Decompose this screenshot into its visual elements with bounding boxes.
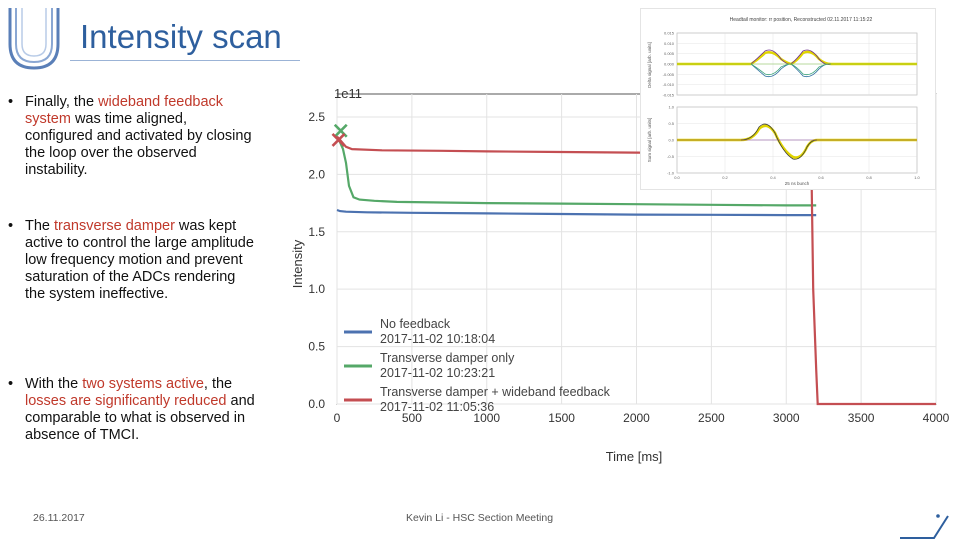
- y-tick-label: 2.5: [308, 110, 325, 124]
- inset-bottom-ylabel: Sum signal [arb. units]: [647, 118, 652, 163]
- x-tick-label: 500: [402, 411, 422, 425]
- inset-bottom-tick: 0.5: [668, 121, 674, 126]
- bullet-dot: •: [8, 218, 14, 234]
- inset-top-tick: 0.015: [664, 31, 675, 36]
- inset-top-tick: 0.005: [664, 51, 675, 56]
- bullet-segment: was kept active to control the large amp…: [25, 218, 254, 302]
- x-tick-label: 1000: [473, 411, 500, 425]
- inset-bottom-tick: -1.0: [667, 171, 675, 176]
- inset-top-tick: -0.015: [663, 93, 675, 98]
- bullet-item: • Finally, the wideband feedback system w…: [8, 94, 258, 179]
- inset-title: Headtail monitor: rr position, Reconstru…: [730, 17, 873, 23]
- bullet-segment: and comparable to what is observed in ab…: [25, 393, 255, 443]
- series-line-2: [336, 136, 817, 207]
- x-tick-label: 3500: [848, 411, 875, 425]
- bullet-text: The transverse damper was kept active to…: [25, 218, 258, 303]
- y-tick-label: 0.0: [308, 397, 325, 411]
- bullet-dot: •: [8, 376, 14, 392]
- highlight-text: two systems active: [82, 376, 204, 392]
- bullet-segment: was time aligned, configured and activat…: [25, 111, 252, 178]
- footer-date: 26.11.2017: [33, 512, 85, 524]
- bullet-segment: , the: [203, 376, 233, 392]
- inset-top-traces: [677, 49, 917, 78]
- bullet-segment: With the: [25, 376, 83, 392]
- y-tick-label: 2.0: [308, 167, 325, 181]
- highlight-text: wideband feedback system: [25, 94, 224, 127]
- y-tick-label: 0.5: [308, 340, 325, 354]
- bullet-text: Finally, the wideband feedback system wa…: [25, 94, 258, 179]
- cross-marker: [331, 133, 346, 147]
- inset-bottom-xtick: 0.6: [818, 175, 824, 180]
- bullet-dot: •: [8, 94, 14, 110]
- inset-bottom-tick: -0.5: [667, 154, 675, 159]
- x-tick-label: 2000: [623, 411, 650, 425]
- page-title: Intensity scan: [80, 18, 282, 55]
- inset-top-tick: -0.005: [663, 72, 675, 77]
- y-tick-label: 1.5: [308, 225, 325, 239]
- inset-top-tick: -0.010: [663, 82, 675, 87]
- inset-bottom-xtick: 0.8: [866, 175, 872, 180]
- inset-bottom-xtick: 0.2: [722, 175, 728, 180]
- legend-entry: 2017-11-02 10:23:21: [380, 366, 495, 380]
- inset-bottom-xtick: 0.0: [674, 175, 680, 180]
- legend-entry: No feedback: [380, 317, 451, 331]
- x-tick-label: 3000: [773, 411, 800, 425]
- y-axis-label: Intensity: [290, 239, 305, 288]
- bullet-text: With the two systems active, the losses …: [25, 376, 258, 444]
- legend-entry: Transverse damper + wideband feedback: [380, 385, 611, 399]
- inset-bottom-traces: [677, 123, 917, 160]
- headtail-inset-chart: Headtail monitor: rr position, Reconstru…: [640, 8, 936, 190]
- logo-icon: [8, 8, 60, 70]
- inset-bottom-xtick: 1.0: [914, 175, 920, 180]
- inset-bottom-xlabel: 25 ns bunch: [785, 181, 810, 186]
- inset-top-tick: 0.000: [664, 62, 675, 67]
- x-axis-label: Time [ms]: [606, 449, 663, 464]
- bullet-segment: The: [25, 218, 55, 234]
- inset-top-ylabel: Delta signal [arb. units]: [647, 42, 652, 88]
- bullet-item: • The transverse damper was kept active t…: [8, 218, 258, 303]
- y-tick-label: 1.0: [308, 282, 325, 296]
- inset-bottom-xtick: 0.4: [770, 175, 776, 180]
- inset-top-tick: 0.010: [664, 41, 675, 46]
- title-underline: [70, 60, 300, 61]
- inset-bottom-tick: 1.0: [668, 105, 674, 110]
- x-tick-label: 4000: [923, 411, 950, 425]
- bullet-segment: Finally, the: [25, 94, 99, 110]
- x-tick-label: 2500: [698, 411, 725, 425]
- series-line-1: [336, 208, 817, 217]
- inset-bottom-tick: 0.0: [668, 138, 674, 143]
- legend-entry: Transverse damper only: [380, 351, 515, 365]
- corner-decoration-icon: [900, 514, 949, 539]
- x-tick-label: 0: [334, 411, 341, 425]
- x-tick-label: 1500: [548, 411, 575, 425]
- bullet-item: • With the two systems active, the losses…: [8, 376, 258, 444]
- legend-entry: 2017-11-02 11:05:36: [380, 400, 494, 414]
- footer-author: Kevin Li - HSC Section Meeting: [406, 512, 554, 524]
- highlight-text: transverse damper: [54, 218, 175, 234]
- offset-label: 1e11: [334, 86, 362, 101]
- highlight-text: losses are significantly reduced: [25, 393, 227, 409]
- legend-entry: 2017-11-02 10:18:04: [380, 332, 495, 346]
